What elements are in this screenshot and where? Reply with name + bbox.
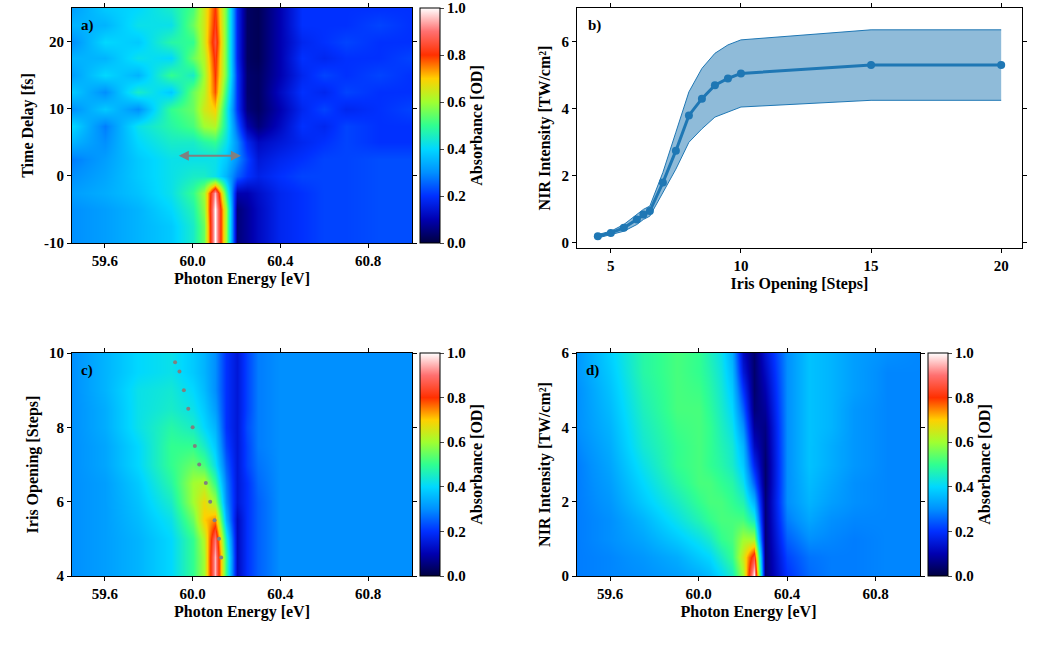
svg-text:Iris Opening [Steps]: Iris Opening [Steps] xyxy=(24,396,42,534)
svg-text:4: 4 xyxy=(57,568,65,584)
svg-text:NIR Intensity [TW/cm²]: NIR Intensity [TW/cm²] xyxy=(536,46,554,211)
svg-text:1.0: 1.0 xyxy=(447,345,466,361)
svg-text:b): b) xyxy=(588,17,601,34)
svg-text:2: 2 xyxy=(562,494,570,510)
svg-text:0.0: 0.0 xyxy=(447,235,466,251)
svg-text:60.4: 60.4 xyxy=(774,586,801,602)
svg-text:20: 20 xyxy=(49,34,64,50)
svg-text:0.2: 0.2 xyxy=(447,188,466,204)
svg-text:Photon Energy [eV]: Photon Energy [eV] xyxy=(681,603,817,621)
svg-text:60.0: 60.0 xyxy=(180,253,206,269)
svg-text:0: 0 xyxy=(562,235,570,251)
svg-text:Iris Opening [Steps]: Iris Opening [Steps] xyxy=(731,275,869,293)
svg-text:59.6: 59.6 xyxy=(597,586,624,602)
svg-text:4: 4 xyxy=(562,101,570,117)
svg-text:0.8: 0.8 xyxy=(955,390,974,406)
svg-text:60.4: 60.4 xyxy=(267,253,294,269)
svg-text:1.0: 1.0 xyxy=(447,0,466,16)
svg-text:NIR Intensity [TW/cm²]: NIR Intensity [TW/cm²] xyxy=(536,382,554,547)
svg-text:Time Delay [fs]: Time Delay [fs] xyxy=(19,73,37,178)
svg-text:60.0: 60.0 xyxy=(686,586,712,602)
svg-text:4: 4 xyxy=(562,420,570,436)
svg-text:0.0: 0.0 xyxy=(447,568,466,584)
svg-text:c): c) xyxy=(81,362,93,379)
svg-text:0.4: 0.4 xyxy=(955,479,974,495)
svg-text:2: 2 xyxy=(562,168,570,184)
svg-text:d): d) xyxy=(586,362,599,379)
svg-text:0.4: 0.4 xyxy=(447,479,466,495)
svg-text:59.6: 59.6 xyxy=(92,253,119,269)
svg-text:5: 5 xyxy=(607,258,615,274)
svg-text:6: 6 xyxy=(562,345,570,361)
svg-text:0.0: 0.0 xyxy=(955,568,974,584)
svg-text:0: 0 xyxy=(57,168,65,184)
svg-text:6: 6 xyxy=(562,34,570,50)
svg-text:60.8: 60.8 xyxy=(355,253,381,269)
svg-text:0.8: 0.8 xyxy=(447,47,466,63)
svg-text:0: 0 xyxy=(562,568,570,584)
svg-text:20: 20 xyxy=(994,258,1009,274)
svg-text:0.6: 0.6 xyxy=(955,434,974,450)
svg-text:1.0: 1.0 xyxy=(955,345,974,361)
svg-text:10: 10 xyxy=(49,101,64,117)
svg-text:59.6: 59.6 xyxy=(92,586,119,602)
svg-text:0.4: 0.4 xyxy=(447,141,466,157)
svg-text:Absorbance [OD]: Absorbance [OD] xyxy=(468,404,485,524)
svg-text:60.0: 60.0 xyxy=(180,586,206,602)
svg-text:a): a) xyxy=(81,17,94,34)
svg-text:0.6: 0.6 xyxy=(447,434,466,450)
svg-text:60.4: 60.4 xyxy=(267,586,294,602)
svg-text:0.8: 0.8 xyxy=(447,390,466,406)
svg-text:0.2: 0.2 xyxy=(955,524,974,540)
svg-text:Absorbance [OD]: Absorbance [OD] xyxy=(468,65,485,185)
svg-text:8: 8 xyxy=(57,420,65,436)
svg-text:15: 15 xyxy=(864,258,879,274)
svg-text:Photon Energy [eV]: Photon Energy [eV] xyxy=(174,270,310,288)
svg-text:60.8: 60.8 xyxy=(863,586,889,602)
svg-text:-10: -10 xyxy=(44,235,64,251)
svg-text:10: 10 xyxy=(733,258,748,274)
svg-text:0.6: 0.6 xyxy=(447,94,466,110)
svg-text:6: 6 xyxy=(57,494,65,510)
svg-text:Absorbance [OD]: Absorbance [OD] xyxy=(976,404,993,524)
svg-text:60.8: 60.8 xyxy=(355,586,381,602)
svg-text:Photon Energy [eV]: Photon Energy [eV] xyxy=(174,603,310,621)
svg-text:10: 10 xyxy=(49,345,64,361)
svg-text:0.2: 0.2 xyxy=(447,524,466,540)
